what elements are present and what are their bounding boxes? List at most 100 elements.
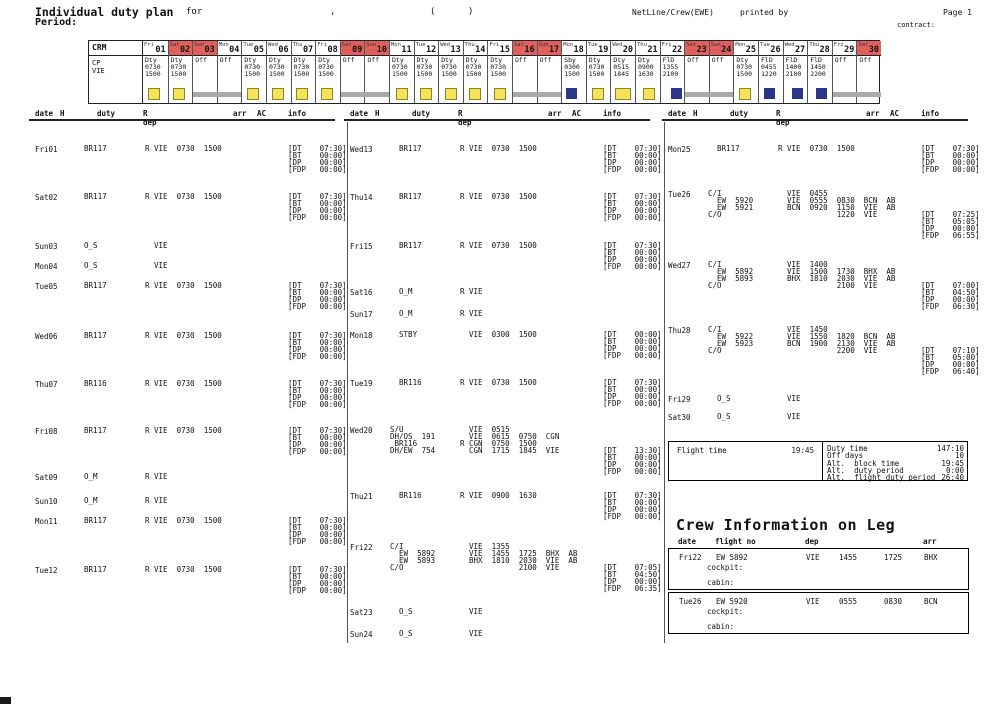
off-bar	[832, 92, 857, 97]
day-of-week-label: Sat	[341, 42, 352, 48]
day-duty-text: Off	[834, 56, 847, 64]
crew-leg-dep-time: 1455	[839, 553, 858, 562]
day-body: Dty 0730 1500	[316, 56, 340, 103]
column-header-date: date	[668, 109, 687, 118]
flight-time-value: 19:45	[791, 446, 814, 455]
weekend-day-header: Sun 10	[365, 41, 389, 56]
day-duty-text: Off	[367, 56, 380, 64]
entry-info: [DT 07:30] [BT 00:00] [DP 00:00] [FDP 00…	[603, 378, 662, 408]
entry-route: R VIE 0730 1500	[145, 565, 222, 574]
day-body: Off	[364, 56, 389, 103]
day-body: Dty 0730 1500	[415, 56, 439, 103]
day-duty-text: Dty 0730 1500	[736, 56, 753, 78]
day-body: Dty 0730 1500	[242, 56, 266, 103]
day-of-week-label: Fri	[661, 42, 672, 48]
day-number: 03	[204, 45, 215, 55]
day-of-week-label: Tue	[587, 42, 598, 48]
entry-info: [DT 07:30] [BT 00:00] [DP 00:00] [FDP 00…	[288, 281, 347, 311]
duty-marker	[493, 88, 506, 100]
day-duty-text: Dty 0730 1500	[170, 56, 187, 78]
calendar-day-16: Sat 16 Off	[512, 41, 537, 103]
day-number: 20	[622, 45, 633, 55]
day-header: Wed 27	[783, 41, 808, 56]
calendar-day-06: Wed 06 Dty 0730 1500	[266, 41, 291, 103]
day-number: 25	[745, 45, 756, 55]
day-number: 16	[524, 45, 535, 55]
off-bar	[856, 92, 881, 97]
entry-duty: C/I EW 5920 EW 5921 C/O	[708, 189, 754, 219]
day-of-week-label: Sat	[169, 42, 180, 48]
day-number: 19	[598, 45, 609, 55]
summary-label: Alt. flight duty period	[827, 473, 936, 483]
column-header-info: info	[288, 109, 307, 118]
calendar-rank-base: CP VIE	[92, 59, 105, 75]
day-duty-text: Off	[515, 56, 527, 64]
day-header: Tue 12	[414, 41, 439, 56]
day-duty-text: Dty 0730 1500	[490, 56, 507, 78]
column-divider	[664, 122, 665, 643]
weekend-day-header: Sun 24	[709, 41, 734, 56]
entry-route: R VIE 0730 1500	[145, 144, 222, 153]
entry-date: Wed06	[35, 332, 58, 341]
day-duty-text: Off	[687, 56, 699, 64]
entry-route: VIE 0515 VIE 0615 0750 CGN R CGN 0750 15…	[460, 425, 560, 455]
day-duty-text: Dty 0730 1500	[465, 56, 482, 78]
day-body: Off	[832, 56, 857, 103]
entry-duty: O_M	[75, 472, 98, 481]
day-body: FlD 0455 1220	[759, 56, 783, 103]
entry-duty: C/I EW 5892 EW 5893 C/O	[390, 542, 436, 572]
calendar-day-19: Tue 19 Dty 0730 1500	[585, 41, 611, 103]
day-of-week-label: Wed	[784, 42, 795, 48]
day-duty-text: Dty 0900 1630	[638, 56, 654, 78]
entry-info: [DT 07:30] [BT 00:00] [DP 00:00] [FDP 00…	[288, 426, 347, 456]
day-number: 10	[376, 45, 387, 55]
off-bar	[193, 92, 217, 97]
entry-info: [DT 07:25] [BT 05:05] [DP 00:00] [FDP 06…	[921, 210, 980, 240]
day-of-week-label: Wed	[612, 42, 623, 48]
weekend-day-header: Sat 16	[513, 41, 537, 56]
day-of-week-label: Sun	[538, 42, 549, 48]
for-label: for	[186, 7, 203, 17]
day-of-week-label: Mon	[563, 42, 574, 48]
off-bar	[536, 92, 562, 97]
entry-route: VIE 0455 VIE 0555 0830 BCN AB BCN 0920 1…	[787, 189, 896, 219]
column-header-r-dep: R dep	[776, 109, 790, 127]
entry-duty: O_M	[390, 287, 413, 296]
summary-value: 147:10	[936, 444, 964, 453]
day-header: Thu 21	[636, 41, 660, 56]
column-divider	[347, 122, 348, 643]
crew-leg-box: Fri22 EW 5892 VIE 1455 1725 BHX cockpit: cabin:	[668, 548, 969, 590]
entry-duty: BR117	[390, 192, 422, 201]
day-header: Tue 05	[242, 41, 266, 56]
entry-duty: STBY	[390, 330, 418, 339]
weekend-day-header: Sat 02	[168, 41, 193, 56]
summary-value: 19:45	[941, 458, 964, 468]
day-duty-text: Dty 0730 1500	[416, 56, 433, 78]
crew-header-date: date	[678, 537, 697, 546]
day-duty-text: Dty 0730 1500	[293, 56, 310, 78]
day-header: Wed 20	[611, 41, 635, 56]
cabin-label: cabin:	[707, 622, 735, 631]
column-header-duty: duty	[730, 109, 749, 118]
day-duty-text: Off	[859, 56, 872, 64]
calendar-day-17: Sun 17 Off	[536, 41, 562, 103]
crew-leg-arr-time: 1725	[884, 553, 903, 562]
entry-date: Thu07	[35, 380, 58, 389]
calendar-day-13: Wed 13 Dty 0730 1500	[438, 41, 463, 103]
calendar-day-01: Fri 01 Dty 0730 1500	[143, 41, 168, 103]
summary-row: Off days 10	[823, 451, 968, 461]
page-number: Page 1	[943, 8, 972, 17]
crew-leg-arr-time: 0830	[884, 597, 903, 606]
entry-date: Sat23	[350, 608, 373, 617]
day-header: Mon 18	[562, 41, 586, 56]
day-body: Dty 0730 1500	[267, 56, 291, 103]
day-body: Off	[340, 56, 365, 103]
entry-route: R VIE 0730 1500	[778, 144, 855, 153]
summary-label: Off days	[827, 451, 864, 461]
calendar-day-08: Fri 08 Dty 0730 1500	[315, 41, 340, 103]
column-header-underline	[29, 118, 335, 121]
entry-duty: C/I EW 5892 EW 5893 C/O	[708, 260, 754, 290]
day-body: Dty 0730 1500	[587, 56, 611, 103]
day-duty-text: Off	[219, 56, 232, 64]
entry-duty: O_S	[390, 629, 413, 638]
